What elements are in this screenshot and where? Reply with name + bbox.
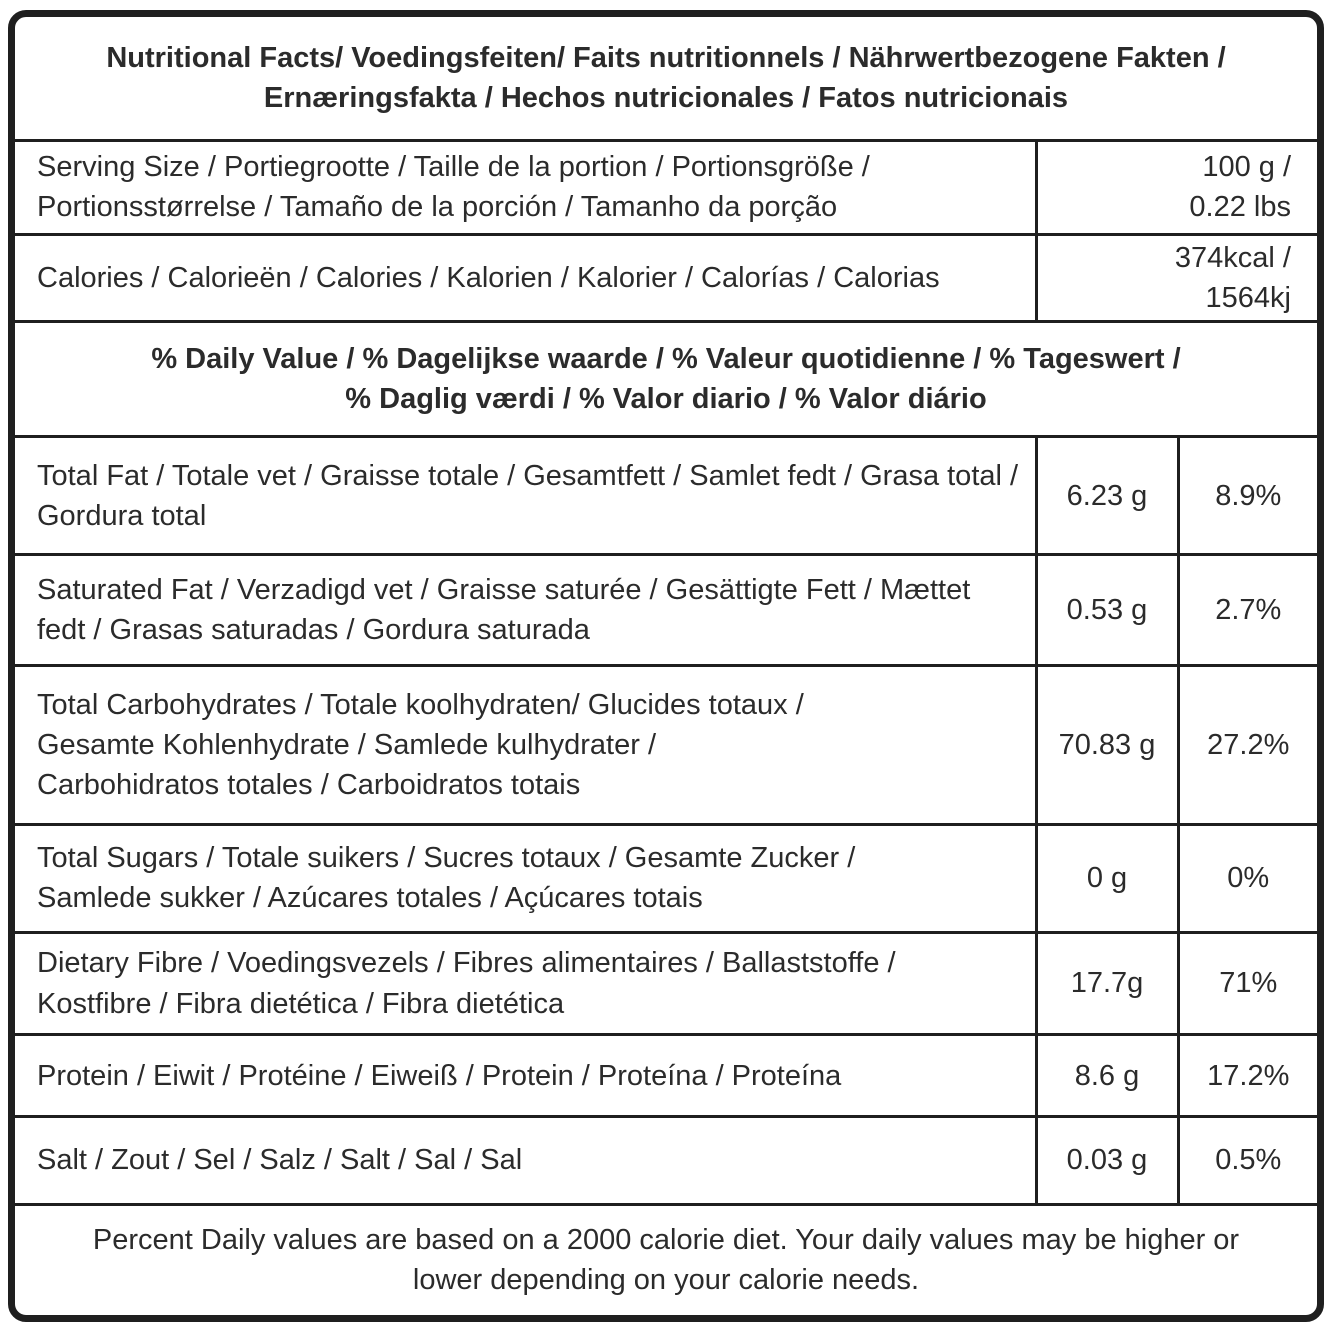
serving-size-label: Serving Size / Portiegrootte / Taille de… — [15, 138, 1038, 237]
nutrient-amount: 0.53 g — [1034, 553, 1180, 667]
nutrient-row-dietary-fibre: Dietary Fibre / Voedingsvezels / Fibres … — [15, 930, 1317, 1037]
nutrient-percent: 17.2% — [1176, 1033, 1317, 1119]
nutrient-label: Protein / Eiwit / Protéine / Eiweiß / Pr… — [15, 1033, 1038, 1119]
nutrient-percent: 2.7% — [1176, 553, 1317, 667]
nutrient-label: Salt / Zout / Sel / Salz / Salt / Sal / … — [15, 1115, 1038, 1206]
nutrient-percent: 0.5% — [1176, 1115, 1317, 1206]
nutrient-percent: 0% — [1176, 822, 1317, 934]
nutrient-amount: 0.03 g — [1034, 1115, 1180, 1206]
nutrient-label: Total Fat / Totale vet / Graisse totale … — [15, 435, 1038, 557]
nutrient-row-protein: Protein / Eiwit / Protéine / Eiweiß / Pr… — [15, 1033, 1317, 1119]
daily-value-header-row: % Daily Value / % Dagelijkse waarde / % … — [15, 320, 1317, 439]
footnote-text: Percent Daily values are based on a 2000… — [15, 1202, 1317, 1315]
nutrient-amount: 70.83 g — [1034, 663, 1180, 826]
nutrient-percent: 71% — [1176, 930, 1317, 1037]
table-title: Nutritional Facts/ Voedingsfeiten/ Faits… — [15, 17, 1317, 142]
nutrition-label-card: Nutritional Facts/ Voedingsfeiten/ Faits… — [8, 10, 1324, 1322]
nutrient-amount: 0 g — [1034, 822, 1180, 934]
nutrient-row-salt: Salt / Zout / Sel / Salz / Salt / Sal / … — [15, 1115, 1317, 1206]
footnote-row: Percent Daily values are based on a 2000… — [15, 1202, 1317, 1315]
calories-row: Calories / Calorieën / Calories / Kalori… — [15, 233, 1317, 324]
nutrient-amount: 17.7g — [1034, 930, 1180, 1037]
nutrient-row-total-fat: Total Fat / Totale vet / Graisse totale … — [15, 435, 1317, 557]
calories-label: Calories / Calorieën / Calories / Kalori… — [15, 233, 1038, 324]
nutrient-percent: 27.2% — [1176, 663, 1317, 826]
serving-size-row: Serving Size / Portiegrootte / Taille de… — [15, 138, 1317, 237]
calories-value: 374kcal / 1564kj — [1034, 233, 1317, 324]
serving-size-value: 100 g / 0.22 lbs — [1034, 138, 1317, 237]
title-row: Nutritional Facts/ Voedingsfeiten/ Faits… — [15, 17, 1317, 142]
nutrient-label: Total Sugars / Totale suikers / Sucres t… — [15, 822, 1038, 934]
nutrient-label: Saturated Fat / Verzadigd vet / Graisse … — [15, 553, 1038, 667]
nutrient-row-total-sugars: Total Sugars / Totale suikers / Sucres t… — [15, 822, 1317, 934]
nutrient-amount: 6.23 g — [1034, 435, 1180, 557]
nutrient-amount: 8.6 g — [1034, 1033, 1180, 1119]
nutrient-label: Dietary Fibre / Voedingsvezels / Fibres … — [15, 930, 1038, 1037]
daily-value-header: % Daily Value / % Dagelijkse waarde / % … — [15, 320, 1317, 439]
nutrient-percent: 8.9% — [1176, 435, 1317, 557]
nutrient-row-total-carbohydrates: Total Carbohydrates / Totale koolhydrate… — [15, 663, 1317, 826]
nutrient-label: Total Carbohydrates / Totale koolhydrate… — [15, 663, 1038, 826]
nutrient-row-saturated-fat: Saturated Fat / Verzadigd vet / Graisse … — [15, 553, 1317, 667]
nutrition-table: Nutritional Facts/ Voedingsfeiten/ Faits… — [15, 17, 1317, 1315]
